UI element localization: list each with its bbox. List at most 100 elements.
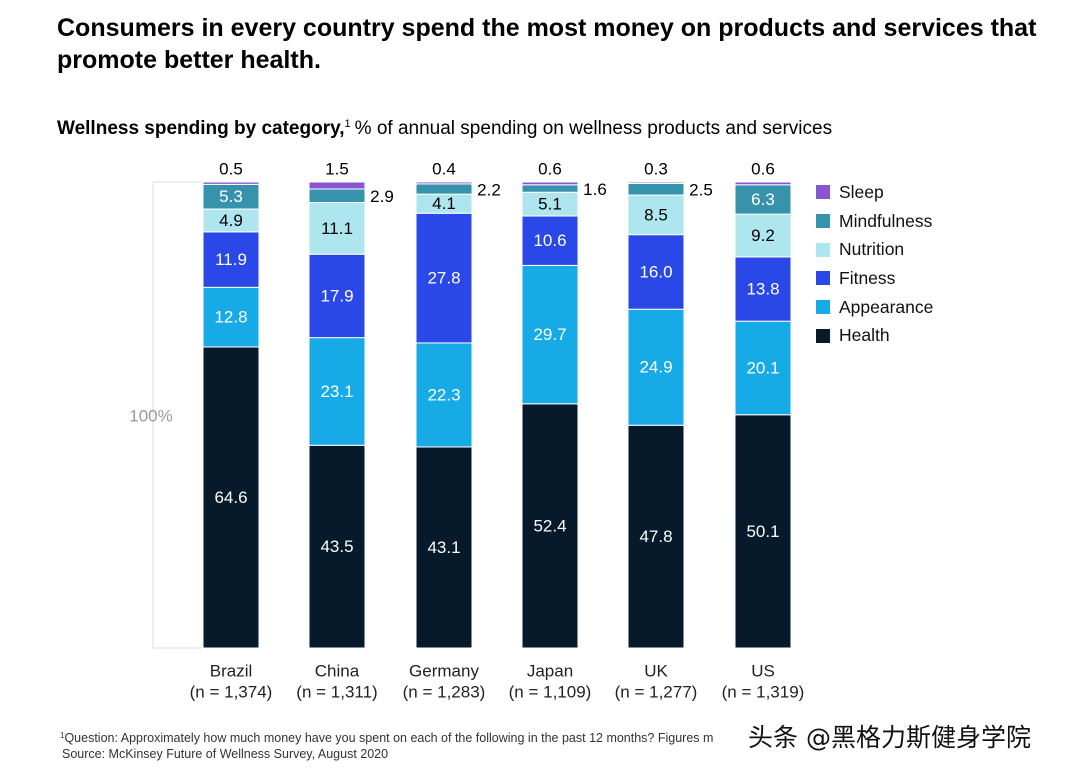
data-label-mindfulness-china: 2.9 [370, 187, 394, 206]
total-label: 100% [129, 407, 172, 426]
data-label-mindfulness-germany: 2.2 [477, 180, 501, 199]
subtitle-footnote-marker: 1 [344, 118, 351, 130]
data-label-sleep-us: 0.6 [751, 160, 775, 179]
data-label-sleep-germany: 0.4 [432, 160, 456, 179]
data-label-mindfulness-us: 6.3 [751, 190, 775, 209]
chart-subtitle: Wellness spending by category,1% of annu… [57, 112, 832, 141]
data-label-nutrition-us: 9.2 [751, 226, 775, 245]
legend-swatch-appearance [816, 300, 830, 315]
bar-health-brazil [202, 346, 260, 649]
data-label-fitness-uk: 16.0 [639, 262, 672, 281]
bar-fitness-china [308, 253, 366, 339]
bar-nutrition-china [308, 202, 366, 255]
watermark-text: 头条 @黑格力斯健身学院 [748, 723, 1031, 752]
x-tick-label-brazil: Brazil [210, 662, 253, 681]
stacked-bar-chart: 100% 64.6 12.8 11.9 4.9 5.3 0.5 Brazil (n = 1,37… [129, 160, 805, 702]
data-label-appearance-japan: 29.7 [533, 325, 566, 344]
bar-health-china [308, 444, 366, 649]
bar-mindfulness-china [308, 188, 366, 204]
bar-fitness-brazil [202, 231, 260, 288]
bar-sleep-germany [415, 181, 473, 185]
subtitle-rest: % of annual spending on wellness product… [354, 118, 833, 139]
data-label-nutrition-brazil: 4.9 [219, 211, 243, 230]
data-label-fitness-germany: 27.8 [427, 269, 460, 288]
data-label-nutrition-germany: 4.1 [432, 194, 456, 213]
bar-health-uk [627, 424, 685, 649]
legend-item-appearance: Appearance [816, 293, 933, 322]
data-label-fitness-china: 17.9 [320, 286, 353, 305]
bar-nutrition-us [734, 213, 792, 258]
x-tick-sample-germany: (n = 1,283) [403, 683, 486, 702]
bar-sleep-brazil [202, 181, 260, 185]
legend-label-fitness: Fitness [839, 267, 896, 288]
legend-item-mindfulness: Mindfulness [816, 207, 933, 236]
data-label-fitness-brazil: 11.9 [215, 250, 247, 269]
data-label-fitness-japan: 10.6 [533, 231, 566, 250]
legend-label-sleep: Sleep [839, 181, 884, 202]
bar-mindfulness-germany [415, 183, 473, 195]
footnote-question-text: Question: Approximately how much money h… [64, 731, 714, 745]
bar-health-us [734, 414, 792, 649]
legend-item-nutrition: Nutrition [816, 235, 933, 264]
data-label-sleep-uk: 0.3 [644, 160, 668, 179]
legend-swatch-nutrition [816, 242, 830, 257]
x-tick-label-china: China [315, 662, 360, 681]
legend-item-sleep: Sleep [816, 178, 933, 207]
bar-appearance-brazil [202, 286, 260, 348]
data-label-sleep-china: 1.5 [325, 160, 349, 179]
bar-sleep-uk [627, 181, 685, 184]
legend-label-mindfulness: Mindfulness [839, 210, 933, 231]
data-label-appearance-us: 20.1 [746, 358, 779, 377]
legend-label-health: Health [839, 325, 890, 346]
bar-fitness-uk [627, 234, 685, 310]
bar-nutrition-uk [627, 194, 685, 236]
chart-legend: Sleep Mindfulness Nutrition Fitness Appearan… [816, 178, 933, 350]
data-label-health-china: 43.5 [320, 537, 353, 556]
legend-swatch-fitness [816, 271, 830, 286]
bar-mindfulness-japan [521, 184, 579, 193]
data-label-mindfulness-japan: 1.6 [583, 180, 607, 199]
data-label-health-germany: 43.1 [427, 538, 460, 557]
data-label-health-brazil: 64.6 [214, 488, 247, 507]
bar-sleep-japan [521, 181, 579, 186]
data-label-health-us: 50.1 [746, 522, 779, 541]
legend-swatch-sleep [816, 185, 830, 200]
footnote-question: 1Question: Approximately how much money … [60, 728, 713, 747]
chart-headline: Consumers in every country spend the mos… [57, 14, 1037, 74]
bar-mindfulness-us [734, 184, 792, 215]
bar-sleep-china [308, 181, 366, 190]
legend-swatch-health [816, 328, 830, 343]
bar-health-germany [415, 446, 473, 649]
bar-mindfulness-uk [627, 182, 685, 196]
bar-appearance-germany [415, 342, 473, 448]
data-label-mindfulness-uk: 2.5 [689, 181, 713, 200]
data-label-sleep-japan: 0.6 [538, 160, 562, 179]
bar-fitness-germany [415, 212, 473, 344]
x-tick-sample-japan: (n = 1,109) [509, 683, 592, 702]
legend-label-appearance: Appearance [839, 296, 934, 317]
total-bracket [152, 181, 203, 649]
bar-appearance-japan [521, 264, 579, 405]
footnote-marker: 1 [60, 731, 65, 740]
data-label-health-uk: 47.8 [639, 527, 672, 546]
x-tick-label-japan: Japan [527, 662, 573, 681]
data-label-mindfulness-brazil: 5.3 [219, 187, 243, 206]
data-label-nutrition-japan: 5.1 [538, 195, 562, 214]
x-tick-label-germany: Germany [409, 662, 479, 681]
data-label-appearance-brazil: 12.8 [214, 308, 247, 327]
x-tick-label-uk: UK [644, 662, 668, 681]
footnote-source: Source: McKinsey Future of Wellness Surv… [62, 746, 389, 761]
footnote: 1Question: Approximately how much money … [60, 728, 713, 762]
x-tick-label-us: US [751, 662, 775, 681]
bar-appearance-china [308, 337, 366, 446]
subtitle-bold: Wellness spending by category, [57, 118, 345, 139]
data-label-health-japan: 52.4 [533, 516, 566, 535]
data-label-sleep-brazil: 0.5 [219, 160, 243, 179]
legend-swatch-mindfulness [816, 214, 830, 229]
data-label-nutrition-china: 11.1 [321, 219, 353, 238]
data-label-fitness-us: 13.8 [746, 280, 779, 299]
x-tick-sample-us: (n = 1,319) [722, 683, 805, 702]
x-tick-sample-brazil: (n = 1,374) [190, 683, 273, 702]
bar-appearance-uk [627, 308, 685, 426]
x-tick-sample-uk: (n = 1,277) [615, 683, 698, 702]
